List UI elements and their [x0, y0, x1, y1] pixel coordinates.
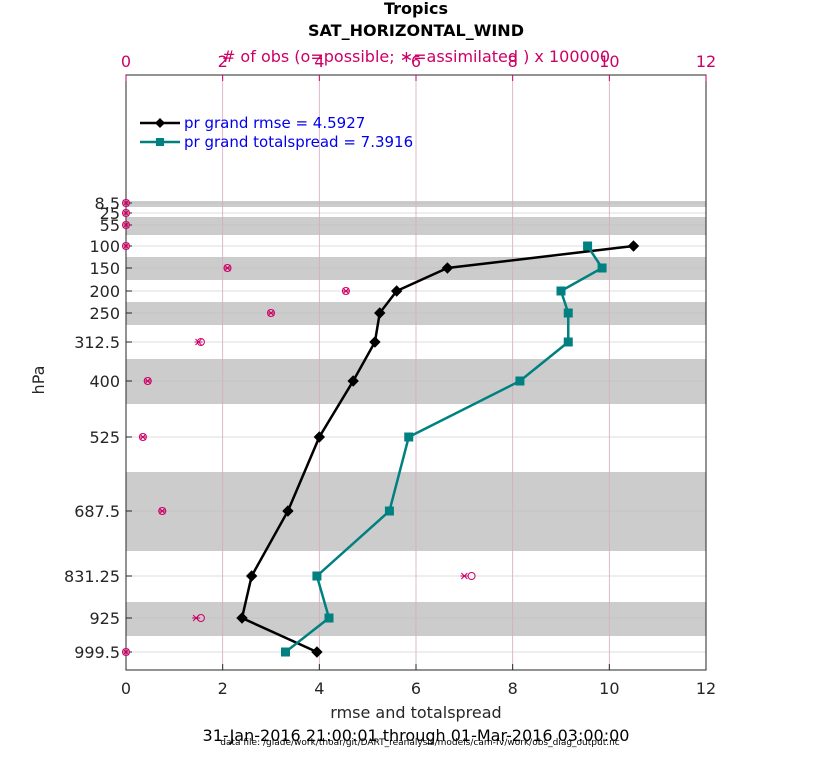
- top-x-tick-label: 6: [411, 52, 421, 71]
- obs-assimilated-marker: [122, 209, 130, 217]
- y-tick-label: 150: [89, 259, 120, 278]
- asterisk-stroke: [122, 209, 130, 217]
- obs-assimilated-marker: [267, 309, 275, 317]
- top-x-tick-label: 12: [696, 52, 716, 71]
- chart-title: Tropics: [384, 0, 448, 18]
- y-tick-label: 312.5: [74, 333, 120, 352]
- asterisk-stroke: [192, 614, 200, 622]
- y-tick-label: 400: [89, 372, 120, 391]
- obs-assimilated-marker: [223, 264, 232, 272]
- asterisk-stroke: [460, 572, 468, 580]
- y-tick-label: 831.25: [64, 567, 120, 586]
- asterisk-stroke: [158, 507, 166, 515]
- spread-point: [404, 432, 414, 442]
- y-tick-label: 25: [100, 204, 120, 223]
- x-axis-label: rmse and totalspread: [330, 703, 501, 722]
- rmse-point: [390, 285, 403, 297]
- rmse-point: [282, 505, 294, 517]
- bottom-x-axis: 0 2 4 6 8 10 12: [121, 664, 716, 698]
- rmse-point: [245, 570, 258, 582]
- obs-assimilated-marker: [158, 507, 167, 515]
- obs-assimilated-marker: [122, 221, 130, 229]
- rmse-point: [311, 646, 323, 658]
- x-tick-label: 8: [508, 679, 518, 698]
- obs-assimilated-marker: [460, 572, 469, 580]
- y-axis-label: hPa: [29, 366, 48, 395]
- spread-point: [324, 613, 334, 623]
- top-x-tick-label: 4: [314, 52, 324, 71]
- spread-point: [597, 263, 607, 273]
- obs-assimilated-marker: [122, 199, 130, 207]
- rmse-point: [441, 262, 454, 274]
- x-tick-label: 10: [599, 679, 619, 698]
- y-tick-label: 250: [89, 304, 120, 323]
- spread-point: [583, 241, 593, 251]
- spread-point: [312, 571, 322, 581]
- asterisk-stroke: [195, 338, 202, 346]
- spread-point: [563, 337, 573, 347]
- date-range: 31-Jan-2016 21:00:01 through 01-Mar-2016…: [203, 726, 630, 745]
- y-tick-label: 687.5: [74, 502, 120, 521]
- obs-assimilated-marker: [122, 648, 130, 656]
- obs-count-markers: [122, 199, 476, 656]
- spread-point: [515, 376, 525, 386]
- obs-assimilated-marker: [143, 377, 152, 385]
- spread-point: [281, 647, 290, 657]
- y-tick-label: 525: [89, 428, 120, 447]
- spread-point: [556, 286, 566, 296]
- rmse-point: [313, 431, 326, 443]
- legend-label: pr grand rmse = 4.5927: [184, 114, 365, 132]
- data-file-note: data file: /glade/work/thoar/git/DART_re…: [220, 738, 620, 748]
- spread-point: [384, 506, 394, 516]
- x-tick-label: 4: [314, 679, 324, 698]
- rmse-point: [369, 336, 381, 348]
- obs-assimilated-marker: [192, 614, 201, 622]
- asterisk-stroke: [144, 377, 152, 385]
- top-x-tick-label: 2: [218, 52, 228, 71]
- asterisk-stroke: [224, 264, 231, 272]
- asterisk-stroke: [267, 309, 275, 317]
- spread-point: [563, 308, 573, 318]
- obs-assimilated-marker: [138, 433, 147, 441]
- asterisk-stroke: [122, 648, 130, 656]
- top-x-axis: 0 2 4 6 8 10 12: [121, 52, 716, 81]
- legend-marker: [155, 118, 165, 128]
- rmse-point: [347, 375, 359, 387]
- x-tick-label: 2: [218, 679, 228, 698]
- asterisk-stroke: [139, 433, 147, 441]
- grid: [125, 75, 707, 670]
- y-tick-label: 925: [89, 609, 120, 628]
- asterisk-stroke: [342, 287, 350, 295]
- top-x-tick-label: 8: [508, 52, 518, 71]
- legend-label: pr grand totalspread = 7.3916: [184, 133, 413, 151]
- x-tick-label: 0: [121, 679, 131, 698]
- y-tick-label: 999.5: [74, 643, 120, 662]
- chart-subtitle: SAT_HORIZONTAL_WIND: [308, 21, 524, 40]
- obs-assimilated-marker: [122, 242, 130, 250]
- series-lines: [236, 240, 640, 658]
- obs-assimilated-marker: [194, 338, 203, 346]
- asterisk-stroke: [122, 199, 130, 207]
- asterisk-stroke: [122, 221, 130, 229]
- rmse-point: [627, 240, 640, 252]
- top-axis-label: # of obs (o=possible; ∗=assimilated ) x …: [222, 47, 610, 66]
- legend-marker: [156, 138, 164, 146]
- y-tick-label: 55: [100, 216, 120, 235]
- asterisk-stroke: [122, 242, 130, 250]
- rmse-point: [236, 612, 248, 624]
- x-tick-label: 12: [696, 679, 716, 698]
- x-tick-label: 6: [411, 679, 421, 698]
- y-tick-label: 8.5: [95, 194, 120, 213]
- y-tick-label: 100: [89, 237, 120, 256]
- y-tick-label: 200: [89, 282, 120, 301]
- obs-assimilated-marker: [341, 287, 350, 295]
- top-x-tick-label: 0: [121, 52, 131, 71]
- top-x-tick-label: 10: [599, 52, 619, 71]
- rmse-point: [374, 307, 386, 319]
